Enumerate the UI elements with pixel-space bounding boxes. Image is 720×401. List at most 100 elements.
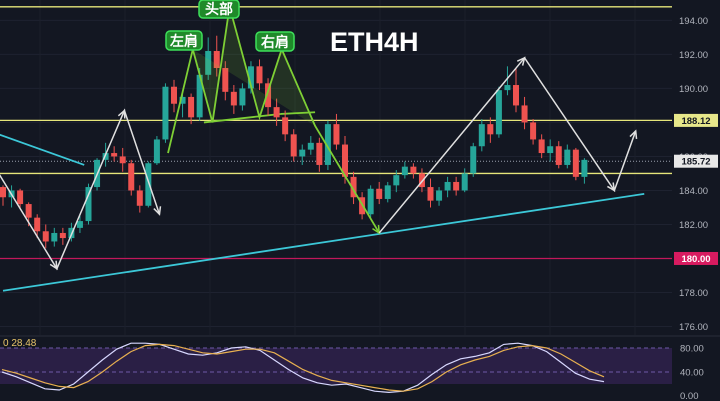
candle-body [504, 85, 511, 91]
candle-body [25, 204, 32, 218]
candle-body [17, 190, 24, 205]
y-tick-label: 192.00 [679, 50, 708, 61]
candle-body [0, 187, 6, 198]
candle-body [188, 96, 195, 118]
candle-body [145, 163, 152, 206]
oscillator-d-line [1, 343, 605, 392]
pattern-line [167, 6, 380, 234]
candle-body [273, 107, 280, 118]
candle-body [230, 91, 237, 106]
candle-body [196, 74, 203, 118]
candle-body [153, 139, 160, 164]
y-tick-label: 178.00 [679, 288, 708, 299]
y-tick-label: 182.00 [679, 220, 708, 231]
price-label-text: 188.12 [681, 116, 710, 127]
horizontal-levels [0, 6, 672, 260]
price-label-text: 185.72 [681, 157, 710, 168]
right-shoulder-text: 右肩 [260, 34, 289, 50]
candle-body [307, 142, 314, 150]
candle-body [247, 66, 254, 89]
head-label: 头部 [198, 0, 240, 19]
candle-body [299, 149, 306, 157]
trendline-ascending-support [2, 192, 645, 292]
left-shoulder-text: 左肩 [169, 33, 198, 49]
oscillator-level-label: 40.00 [680, 368, 704, 379]
candle-body [461, 173, 468, 191]
y-tick-label: 176.00 [679, 322, 708, 333]
projection-path-1 [378, 56, 637, 234]
candle-body [59, 232, 66, 239]
candle-body [478, 124, 485, 147]
candle-body [34, 217, 41, 232]
pattern-fill [192, 6, 316, 126]
chart-title: ETH4H [330, 27, 419, 57]
candle-body [564, 149, 571, 165]
candle-body [205, 51, 212, 75]
candle-body [239, 88, 246, 106]
candle-body [42, 231, 49, 242]
projection-arrow [516, 56, 526, 66]
candle-body [342, 144, 348, 177]
y-tick-label: 190.00 [679, 84, 708, 95]
candle-body [487, 124, 494, 135]
candle-body [427, 187, 434, 201]
oscillator-label: 0 28.48 [3, 338, 37, 349]
candle-body [76, 221, 83, 228]
candle-body [111, 153, 118, 157]
left-shoulder-label: 左肩 [165, 30, 203, 51]
candle-body [282, 117, 289, 135]
candle-body [316, 142, 323, 165]
candle-body [401, 166, 408, 176]
candle-body [213, 51, 220, 69]
projection-arrow [607, 182, 616, 192]
candle-body [530, 122, 537, 140]
candle-body [324, 124, 331, 165]
candle-body [51, 232, 58, 242]
projection-arrows [0, 56, 638, 271]
candle-body [513, 85, 519, 106]
projection-arrow [153, 206, 162, 216]
candle-body [521, 105, 528, 123]
candle-body [444, 181, 451, 191]
candle-body [179, 96, 186, 104]
candle-body [393, 175, 400, 186]
candle-body [119, 156, 126, 164]
axis-background [672, 0, 720, 401]
price-label-text: 180.00 [681, 254, 710, 265]
projection-path-0 [0, 108, 161, 271]
candle-body [453, 181, 460, 191]
candle-body [128, 163, 135, 191]
candle-body [572, 149, 579, 177]
candle-body [436, 190, 443, 201]
candle-body [470, 146, 477, 174]
candle-body [256, 66, 263, 84]
projection-arrow [49, 260, 58, 271]
candle-body [162, 86, 169, 140]
candle-body [265, 83, 272, 108]
candle-body [290, 134, 297, 157]
candle-body [85, 187, 92, 222]
candle-body [367, 188, 374, 215]
candle-body [171, 86, 177, 104]
projection-arrow [629, 129, 638, 139]
candle-body [384, 185, 391, 199]
candle-body [376, 188, 383, 199]
candle-body [136, 190, 143, 206]
candle-body [410, 166, 417, 174]
candle-body [350, 176, 357, 198]
trendline-short-cyan [0, 133, 85, 166]
projection-arrow [117, 108, 126, 119]
y-tick-label: 194.00 [679, 16, 708, 27]
candle-body [222, 68, 229, 92]
candle-body [418, 173, 425, 188]
price-label-box [674, 113, 718, 127]
candle-body [538, 139, 545, 154]
oscillator-k-line [1, 342, 605, 394]
price-axis: 194.00192.00190.00188.00186.00184.00182.… [672, 0, 720, 401]
oscillator-level-label: 0.00 [680, 391, 699, 401]
right-shoulder-label: 右肩 [255, 31, 295, 52]
head-text: 头部 [205, 1, 233, 17]
price-label-box [674, 251, 718, 265]
candle-body [581, 159, 588, 177]
